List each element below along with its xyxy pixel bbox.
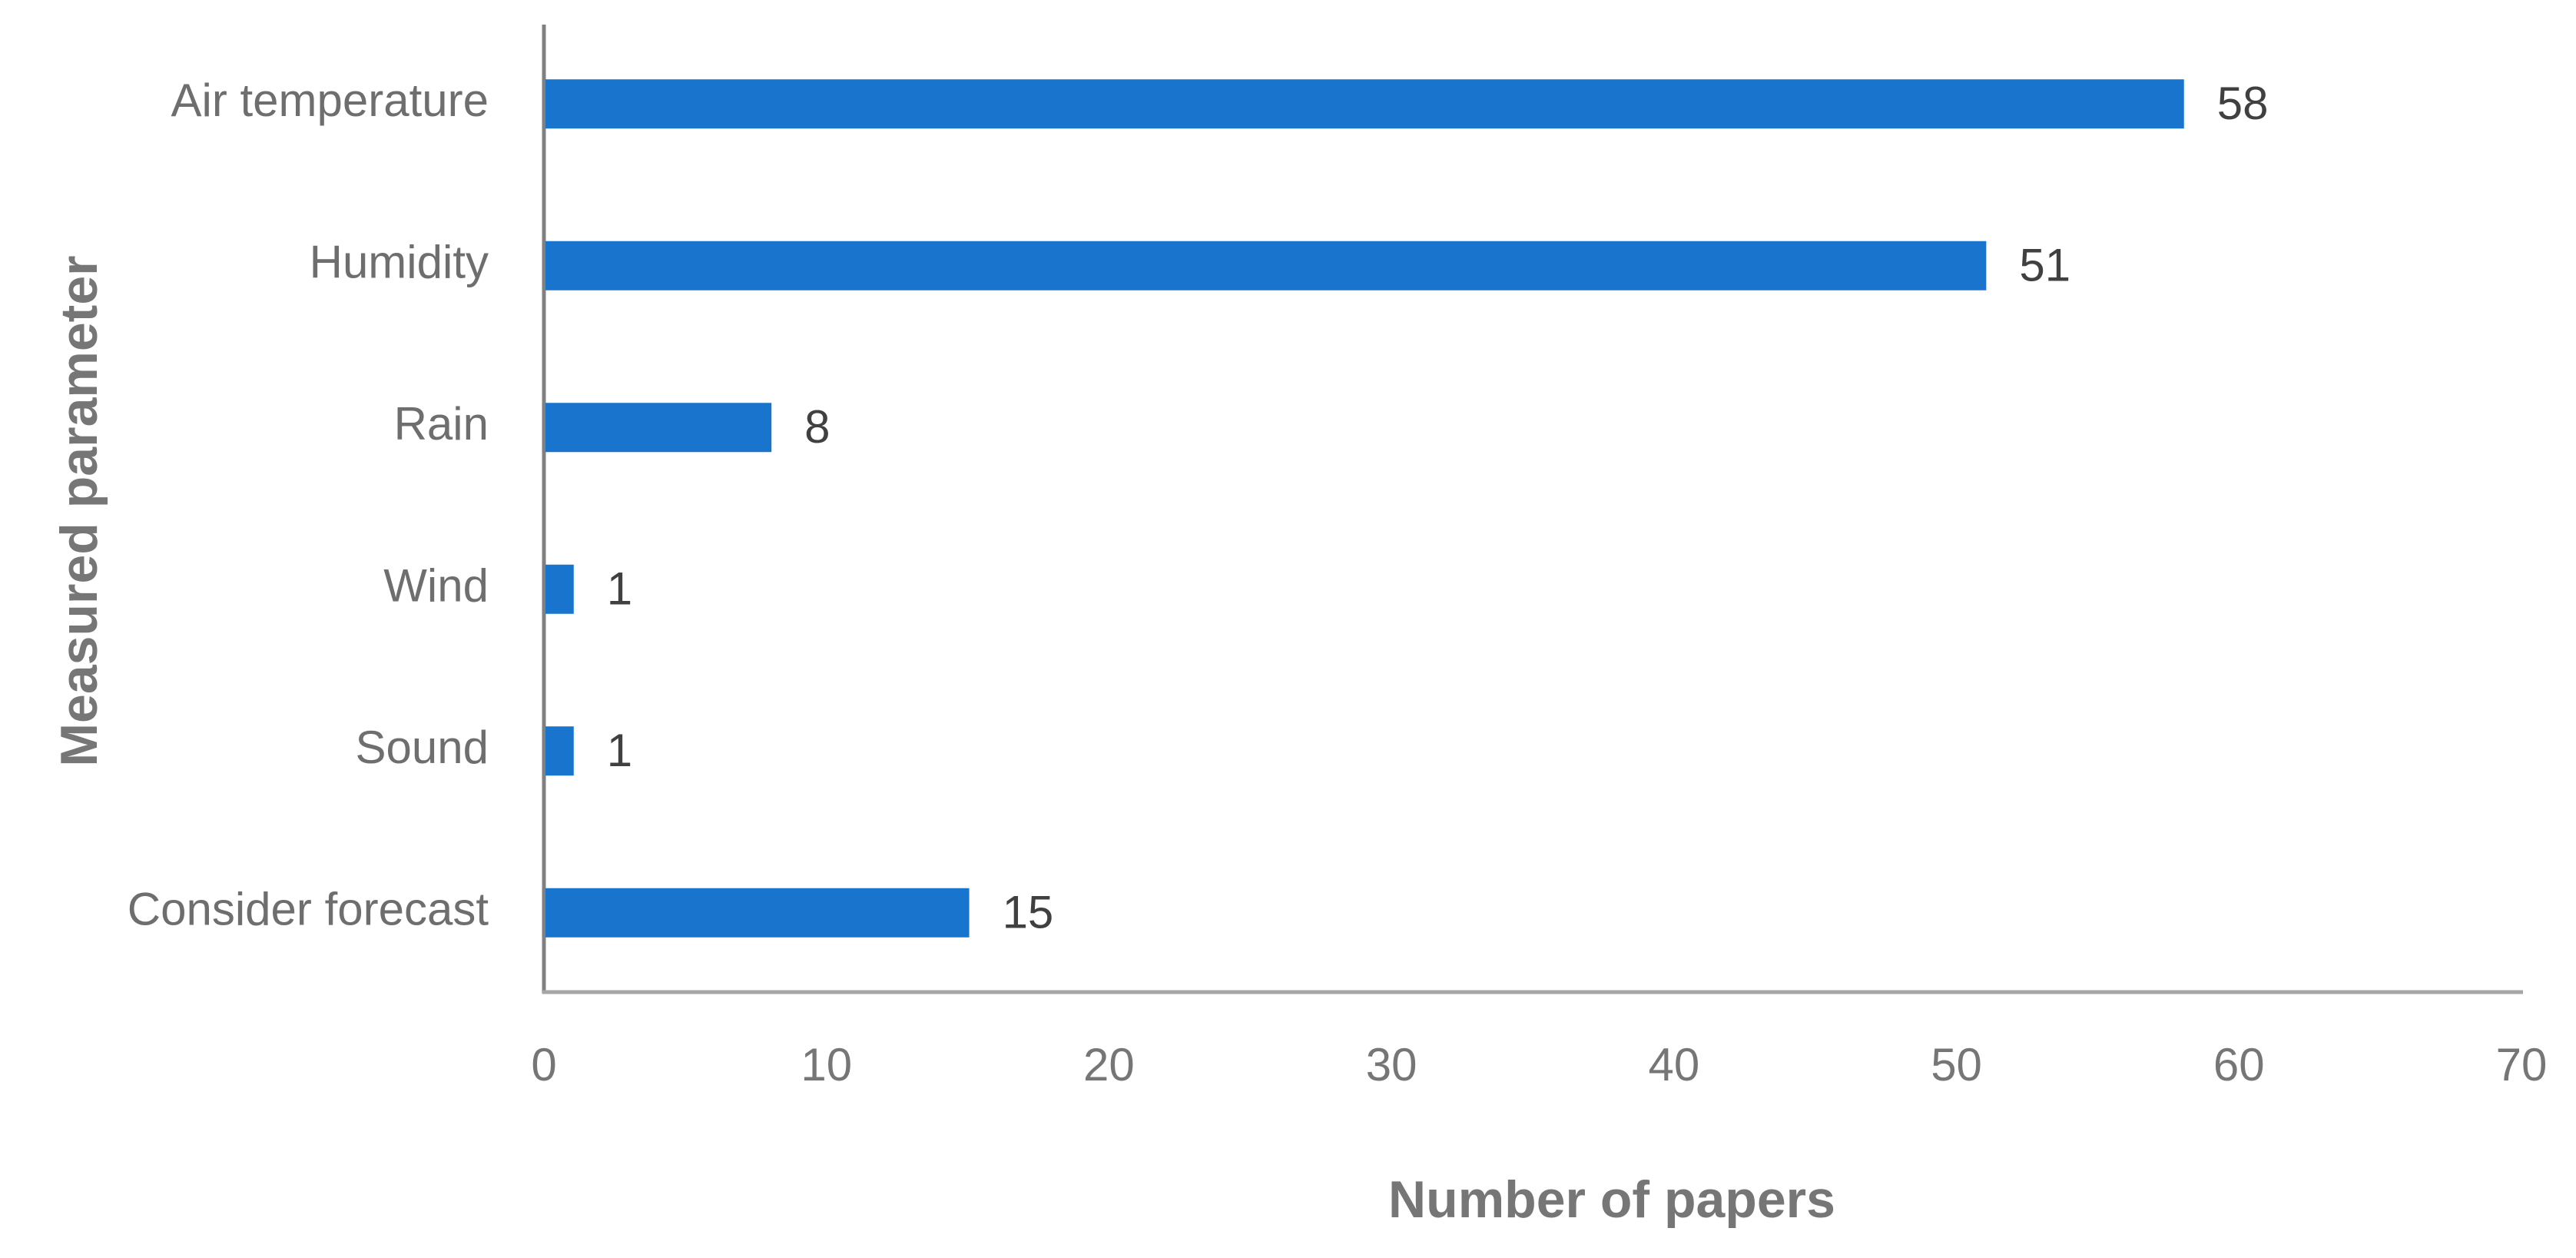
y-axis-title: Measured parameter [50, 255, 108, 766]
x-axis-title: Number of papers [1388, 1170, 1835, 1229]
bar [545, 79, 2184, 129]
data-label: 58 [2217, 78, 2269, 129]
bar [545, 888, 970, 938]
x-tick-label: 50 [1931, 1039, 1982, 1090]
data-label: 8 [804, 401, 830, 453]
data-label: 1 [607, 563, 632, 615]
data-label: 1 [607, 725, 632, 776]
x-tick-label: 70 [2496, 1039, 2548, 1090]
bar [545, 403, 772, 453]
y-tick-label: Humidity [310, 237, 489, 288]
x-tick-label: 60 [2213, 1039, 2265, 1090]
x-tick-label: 20 [1083, 1039, 1135, 1090]
y-tick-label: Air temperature [171, 75, 489, 126]
data-label: 15 [1003, 887, 1054, 938]
x-tick-label: 0 [531, 1039, 556, 1090]
y-tick-label: Consider forecast [128, 884, 489, 935]
x-tick-label: 40 [1648, 1039, 1699, 1090]
y-tick-label: Rain [394, 398, 489, 450]
bar [545, 726, 574, 776]
y-tick-label: Wind [383, 560, 489, 612]
bar [545, 241, 1987, 290]
y-tick-label: Sound [356, 722, 489, 773]
data-label: 51 [2019, 240, 2070, 291]
bar [545, 564, 574, 614]
x-tick-label: 30 [1366, 1039, 1417, 1090]
x-tick-label: 10 [801, 1039, 852, 1090]
